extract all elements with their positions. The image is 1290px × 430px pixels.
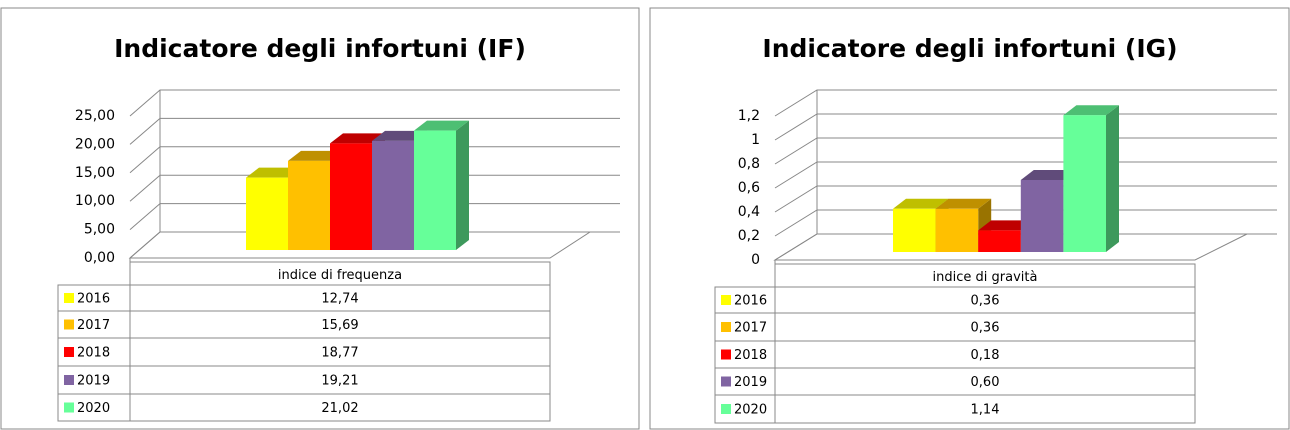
y-tick-label: 0,4 [738,204,760,220]
legend-label: 2017 [77,318,110,333]
y-tick-label: 0,8 [738,156,760,172]
bar [893,208,936,252]
table-row [714,286,1196,314]
grid-line [774,113,1277,141]
data-label: 0,60 [971,375,1000,390]
legend-label: 2019 [734,375,767,390]
table-row [57,365,551,395]
bar-top [372,130,427,141]
bar-top [935,198,992,209]
table-row [714,394,1196,424]
bar [978,230,1021,252]
legend-label: 2017 [734,321,767,336]
data-label: 21,02 [321,401,358,416]
y-tick-label: 0,00 [84,250,115,266]
legend-swatch [721,404,731,414]
bar-top [330,133,385,144]
y-tick-label: 1,2 [738,108,760,124]
bar-top [893,198,949,209]
legend-swatch [64,402,74,413]
bar-top [288,150,343,161]
legend-swatch [64,319,74,330]
table-row [714,340,1196,369]
category-label: indice di gravità [933,270,1038,285]
bar [288,160,330,250]
y-tick-label: 0,2 [738,228,760,244]
legend-label: 2018 [734,348,767,363]
data-label: 19,21 [321,374,358,389]
y-tick-label: 5,00 [84,222,115,238]
category-label: indice di frequenza [278,268,402,283]
data-label: 12,74 [321,292,358,307]
y-tick-label: 0 [751,252,760,268]
bar-side [1106,105,1119,252]
data-label: 15,69 [321,318,358,333]
legend-swatch [64,347,74,357]
panel-border [0,7,640,430]
y-tick-label: 15,00 [75,165,115,181]
bar [935,208,979,252]
legend-swatch [64,293,74,303]
bar [1020,180,1064,252]
legend-swatch [721,322,731,332]
table-row [57,284,551,312]
data-label: 0,18 [971,348,1000,363]
data-label: 0,36 [971,321,1000,336]
y-tick-label: 1 [751,132,760,148]
legend-label: 2016 [77,292,110,307]
data-label: 1,14 [971,403,1000,418]
legend-swatch [64,375,74,385]
bar [372,140,414,250]
legend-label: 2020 [77,401,110,416]
bar [414,130,456,250]
data-label: 18,77 [321,346,358,361]
y-tick-label: 20,00 [75,136,115,152]
legend-swatch [721,349,731,360]
bar-top [414,120,469,131]
table-row [714,367,1196,396]
legend-label: 2018 [77,346,110,361]
chart-title: Indicatore degli infortuni (IF) [114,34,526,63]
bar-top [1020,170,1077,180]
table-row [57,393,551,422]
grid-line [774,89,1277,117]
legend-swatch [721,376,731,387]
legend-swatch [721,295,731,305]
chart-title: Indicatore degli infortuni (IG) [762,34,1177,63]
bar [246,177,288,250]
y-tick-label: 10,00 [75,193,115,209]
y-tick-label: 0,6 [738,180,760,196]
table-row [57,337,551,367]
legend-label: 2019 [77,374,110,389]
bar [330,143,372,250]
grid-line [774,137,1277,165]
panel-border [649,7,1290,430]
legend-label: 2016 [734,294,767,309]
data-label: 0,36 [971,294,1000,309]
bar-top [1063,105,1119,116]
table-row [57,310,551,339]
bar-top [246,167,301,178]
bar [1063,115,1106,252]
legend-label: 2020 [734,403,767,418]
table-row [714,312,1196,342]
bar-top [978,220,1034,231]
grid-line [129,89,620,117]
bar-side [456,120,469,250]
y-tick-label: 25,00 [75,108,115,124]
